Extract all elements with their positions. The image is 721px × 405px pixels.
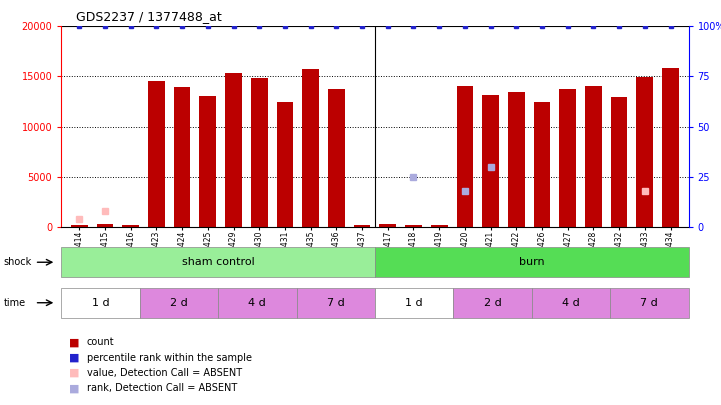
Text: 4 d: 4 d — [249, 298, 266, 308]
Bar — [375, 288, 454, 318]
Text: ■: ■ — [68, 368, 79, 378]
Bar — [140, 288, 218, 318]
Text: 2 d: 2 d — [170, 298, 187, 308]
Bar — [97, 224, 113, 227]
Bar — [375, 247, 689, 277]
Bar — [277, 102, 293, 227]
Text: ■: ■ — [68, 384, 79, 393]
Bar — [611, 98, 627, 227]
Bar — [454, 288, 531, 318]
Bar — [61, 288, 140, 318]
Text: 2 d: 2 d — [484, 298, 501, 308]
Bar — [296, 288, 375, 318]
Bar — [328, 90, 345, 227]
Bar — [662, 68, 679, 227]
Bar — [534, 102, 550, 227]
Bar — [61, 247, 375, 277]
Bar — [431, 225, 448, 227]
Bar — [379, 224, 396, 227]
Bar — [251, 79, 267, 227]
Text: sham control: sham control — [182, 257, 255, 267]
Text: 4 d: 4 d — [562, 298, 580, 308]
Bar — [218, 288, 296, 318]
Bar — [508, 92, 525, 227]
Bar — [637, 77, 653, 227]
Text: value, Detection Call = ABSENT: value, Detection Call = ABSENT — [87, 368, 242, 378]
Bar — [456, 86, 473, 227]
Bar — [405, 225, 422, 227]
Text: GDS2237 / 1377488_at: GDS2237 / 1377488_at — [76, 10, 221, 23]
Bar — [531, 288, 610, 318]
Text: ■: ■ — [68, 337, 79, 347]
Text: 1 d: 1 d — [405, 298, 423, 308]
Bar — [71, 225, 88, 227]
Text: time: time — [4, 298, 26, 308]
Text: ■: ■ — [68, 353, 79, 362]
Bar — [610, 288, 689, 318]
Text: 7 d: 7 d — [640, 298, 658, 308]
Text: 7 d: 7 d — [327, 298, 345, 308]
Text: burn: burn — [519, 257, 544, 267]
Bar — [225, 73, 242, 227]
Bar — [559, 90, 576, 227]
Bar — [482, 96, 499, 227]
Bar — [174, 87, 190, 227]
Text: shock: shock — [4, 257, 32, 267]
Bar — [302, 69, 319, 227]
Text: 1 d: 1 d — [92, 298, 110, 308]
Bar — [123, 225, 139, 227]
Text: rank, Detection Call = ABSENT: rank, Detection Call = ABSENT — [87, 384, 236, 393]
Bar — [200, 96, 216, 227]
Text: percentile rank within the sample: percentile rank within the sample — [87, 353, 252, 362]
Bar — [148, 81, 165, 227]
Bar — [585, 86, 602, 227]
Bar — [354, 225, 371, 227]
Text: count: count — [87, 337, 114, 347]
